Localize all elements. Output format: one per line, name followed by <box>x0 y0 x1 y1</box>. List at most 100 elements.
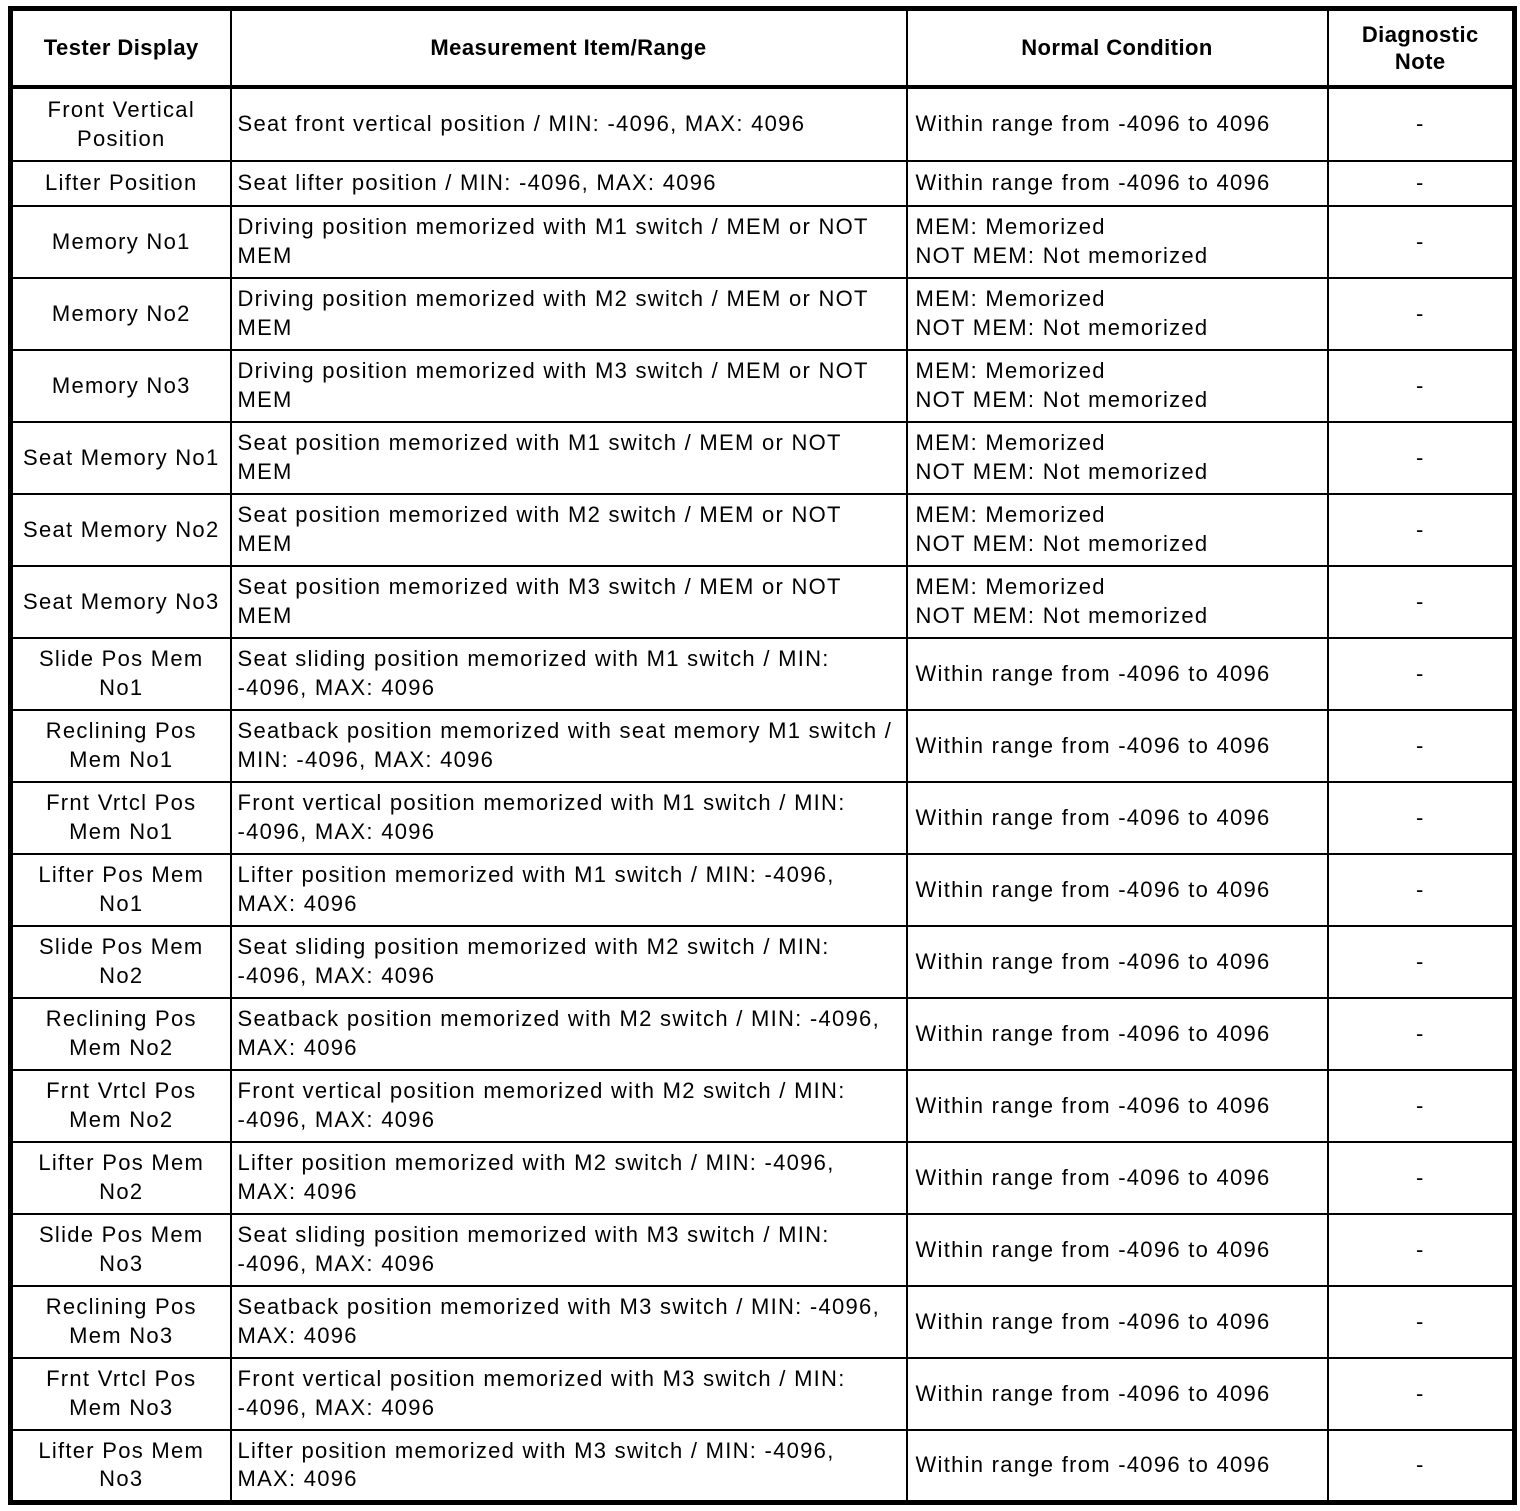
cell-diagnostic-note: - <box>1326 565 1516 639</box>
cell-tester-display: Slide Pos Mem No3 <box>9 1213 232 1287</box>
cell-tester-display: Frnt Vrtcl Pos Mem No3 <box>9 1357 232 1431</box>
cell-measurement-item-range: Driving position memorized with M3 switc… <box>229 349 908 423</box>
cell-diagnostic-note: - <box>1326 925 1516 999</box>
table-row: Frnt Vrtcl Pos Mem No2 Front vertical po… <box>9 1069 1516 1143</box>
cell-diagnostic-note: - <box>1326 781 1516 855</box>
cell-tester-display: Seat Memory No2 <box>9 493 232 567</box>
cell-diagnostic-note: - <box>1326 205 1516 279</box>
table-row: Slide Pos Mem No1 Seat sliding position … <box>9 637 1516 711</box>
cell-normal-condition: Within range from -4096 to 4096 <box>905 853 1329 927</box>
table-row: Seat Memory No3 Seat position memorized … <box>9 565 1516 639</box>
cell-diagnostic-note: - <box>1326 1141 1516 1215</box>
col-header-measurement-item-range: Measurement Item/Range <box>229 7 908 89</box>
table-row: Memory No3 Driving position memorized wi… <box>9 349 1516 423</box>
table-row: Slide Pos Mem No3 Seat sliding position … <box>9 1213 1516 1287</box>
cell-measurement-item-range: Seat position memorized with M3 switch /… <box>229 565 908 639</box>
cell-diagnostic-note: - <box>1326 997 1516 1071</box>
table-row: Memory No2 Driving position memorized wi… <box>9 277 1516 351</box>
cell-diagnostic-note: - <box>1326 1285 1516 1359</box>
cell-normal-condition: Within range from -4096 to 4096 <box>905 1357 1329 1431</box>
cell-measurement-item-range: Front vertical position memorized with M… <box>229 1357 908 1431</box>
cell-diagnostic-note: - <box>1326 86 1516 162</box>
cell-tester-display: Reclining Pos Mem No1 <box>9 709 232 783</box>
cell-diagnostic-note: - <box>1326 1069 1516 1143</box>
table-row: Seat Memory No2 Seat position memorized … <box>9 493 1516 567</box>
header-row: Tester Display Measurement Item/Range No… <box>9 7 1516 89</box>
cell-diagnostic-note: - <box>1326 709 1516 783</box>
cell-measurement-item-range: Lifter position memorized with M1 switch… <box>229 853 908 927</box>
cell-tester-display: Lifter Pos Mem No3 <box>9 1429 232 1503</box>
cell-diagnostic-note: - <box>1326 160 1516 207</box>
cell-measurement-item-range: Seat sliding position memorized with M1 … <box>229 637 908 711</box>
cell-measurement-item-range: Front vertical position memorized with M… <box>229 1069 908 1143</box>
cell-diagnostic-note: - <box>1326 421 1516 495</box>
cell-tester-display: Slide Pos Mem No1 <box>9 637 232 711</box>
table-row: Reclining Pos Mem No3 Seatback position … <box>9 1285 1516 1359</box>
table-row: Reclining Pos Mem No2 Seatback position … <box>9 997 1516 1071</box>
table-row: Lifter Position Seat lifter position / M… <box>9 160 1516 207</box>
col-header-normal-condition: Normal Condition <box>905 7 1329 89</box>
cell-measurement-item-range: Lifter position memorized with M3 switch… <box>229 1429 908 1503</box>
cell-normal-condition: Within range from -4096 to 4096 <box>905 1285 1329 1359</box>
table-row: Lifter Pos Mem No3 Lifter position memor… <box>9 1429 1516 1503</box>
cell-measurement-item-range: Driving position memorized with M2 switc… <box>229 277 908 351</box>
cell-normal-condition: MEM: Memorized NOT MEM: Not memorized <box>905 493 1329 567</box>
cell-tester-display: Front Vertical Position <box>9 86 232 162</box>
table-body: Front Vertical Position Seat front verti… <box>9 86 1516 1503</box>
cell-normal-condition: MEM: Memorized NOT MEM: Not memorized <box>905 205 1329 279</box>
cell-measurement-item-range: Seat sliding position memorized with M2 … <box>229 925 908 999</box>
cell-tester-display: Seat Memory No1 <box>9 421 232 495</box>
cell-tester-display: Reclining Pos Mem No2 <box>9 997 232 1071</box>
cell-tester-display: Memory No2 <box>9 277 232 351</box>
cell-tester-display: Reclining Pos Mem No3 <box>9 1285 232 1359</box>
table-row: Lifter Pos Mem No2 Lifter position memor… <box>9 1141 1516 1215</box>
cell-tester-display: Slide Pos Mem No2 <box>9 925 232 999</box>
cell-diagnostic-note: - <box>1326 277 1516 351</box>
col-header-tester-display: Tester Display <box>9 7 232 89</box>
cell-normal-condition: MEM: Memorized NOT MEM: Not memorized <box>905 565 1329 639</box>
cell-tester-display: Lifter Pos Mem No2 <box>9 1141 232 1215</box>
cell-measurement-item-range: Front vertical position memorized with M… <box>229 781 908 855</box>
cell-tester-display: Lifter Position <box>9 160 232 207</box>
table-row: Reclining Pos Mem No1 Seatback position … <box>9 709 1516 783</box>
table-row: Slide Pos Mem No2 Seat sliding position … <box>9 925 1516 999</box>
cell-measurement-item-range: Seat position memorized with M2 switch /… <box>229 493 908 567</box>
cell-diagnostic-note: - <box>1326 493 1516 567</box>
cell-normal-condition: Within range from -4096 to 4096 <box>905 781 1329 855</box>
cell-diagnostic-note: - <box>1326 637 1516 711</box>
cell-tester-display: Memory No3 <box>9 349 232 423</box>
cell-measurement-item-range: Driving position memorized with M1 switc… <box>229 205 908 279</box>
cell-normal-condition: Within range from -4096 to 4096 <box>905 1429 1329 1503</box>
cell-diagnostic-note: - <box>1326 349 1516 423</box>
cell-diagnostic-note: - <box>1326 1357 1516 1431</box>
cell-normal-condition: MEM: Memorized NOT MEM: Not memorized <box>905 421 1329 495</box>
data-list-table: Tester Display Measurement Item/Range No… <box>8 6 1517 1505</box>
table-row: Frnt Vrtcl Pos Mem No3 Front vertical po… <box>9 1357 1516 1431</box>
cell-normal-condition: Within range from -4096 to 4096 <box>905 160 1329 207</box>
cell-measurement-item-range: Seatback position memorized with M2 swit… <box>229 997 908 1071</box>
cell-diagnostic-note: - <box>1326 1213 1516 1287</box>
col-header-diagnostic-note: Diagnostic Note <box>1326 7 1516 89</box>
cell-normal-condition: Within range from -4096 to 4096 <box>905 709 1329 783</box>
cell-normal-condition: Within range from -4096 to 4096 <box>905 1069 1329 1143</box>
cell-normal-condition: Within range from -4096 to 4096 <box>905 1213 1329 1287</box>
cell-measurement-item-range: Seatback position memorized with M3 swit… <box>229 1285 908 1359</box>
cell-measurement-item-range: Seat position memorized with M1 switch /… <box>229 421 908 495</box>
cell-measurement-item-range: Seat sliding position memorized with M3 … <box>229 1213 908 1287</box>
cell-measurement-item-range: Seat lifter position / MIN: -4096, MAX: … <box>229 160 908 207</box>
cell-tester-display: Memory No1 <box>9 205 232 279</box>
cell-tester-display: Frnt Vrtcl Pos Mem No2 <box>9 1069 232 1143</box>
cell-normal-condition: Within range from -4096 to 4096 <box>905 86 1329 162</box>
cell-normal-condition: MEM: Memorized NOT MEM: Not memorized <box>905 349 1329 423</box>
cell-measurement-item-range: Seatback position memorized with seat me… <box>229 709 908 783</box>
cell-normal-condition: Within range from -4096 to 4096 <box>905 997 1329 1071</box>
cell-diagnostic-note: - <box>1326 1429 1516 1503</box>
table-row: Lifter Pos Mem No1 Lifter position memor… <box>9 853 1516 927</box>
cell-measurement-item-range: Lifter position memorized with M2 switch… <box>229 1141 908 1215</box>
cell-measurement-item-range: Seat front vertical position / MIN: -409… <box>229 86 908 162</box>
cell-tester-display: Lifter Pos Mem No1 <box>9 853 232 927</box>
cell-normal-condition: Within range from -4096 to 4096 <box>905 637 1329 711</box>
cell-diagnostic-note: - <box>1326 853 1516 927</box>
table-row: Front Vertical Position Seat front verti… <box>9 86 1516 162</box>
cell-tester-display: Frnt Vrtcl Pos Mem No1 <box>9 781 232 855</box>
